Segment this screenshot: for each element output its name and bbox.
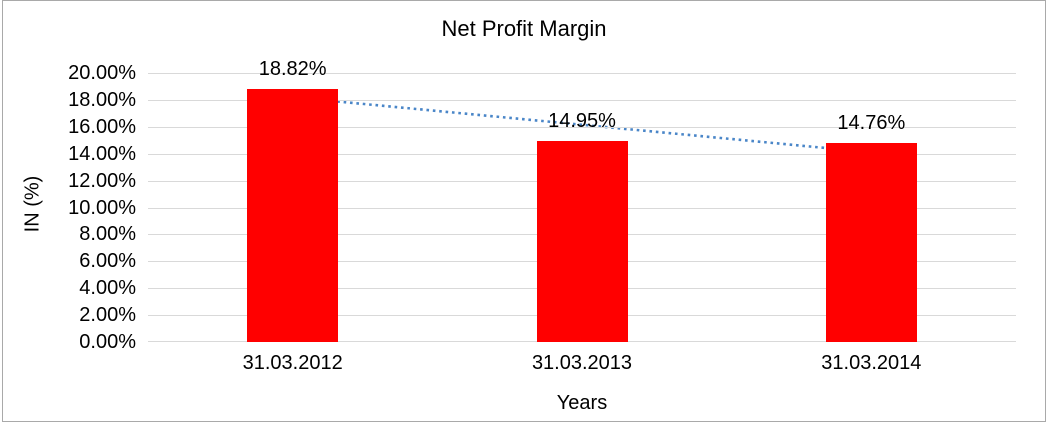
y-tick-label: 12.00% <box>68 169 136 192</box>
y-tick-label: 16.00% <box>68 115 136 138</box>
y-tick-label: 2.00% <box>79 304 136 327</box>
x-tick-label: 31.03.2013 <box>531 352 633 374</box>
bar-value-label: 14.76% <box>837 112 906 135</box>
gridline <box>148 126 1016 128</box>
net-profit-margin-chart: Net Profit Margin IN (%) 18.82% 14.95% 14.… <box>3 1 1045 421</box>
y-tick-label: 20.00% <box>68 62 136 84</box>
y-tick-label: 10.00% <box>68 196 136 219</box>
bar-value-label: 14.95% <box>548 109 616 132</box>
trendline <box>292 95 872 154</box>
bar <box>825 143 917 342</box>
bar-value-label: 18.82% <box>258 57 327 80</box>
bar <box>247 88 339 342</box>
y-tick-label: 0.00% <box>79 331 136 353</box>
trendline-svg <box>292 95 872 154</box>
y-tick-label: 4.00% <box>79 277 136 300</box>
y-tick-label: 8.00% <box>79 223 136 246</box>
y-tick-label: 18.00% <box>68 88 136 111</box>
chart-title: Net Profit Margin <box>441 16 607 41</box>
x-tick-label: 31.03.2012 <box>242 352 343 374</box>
gridline <box>148 99 1016 101</box>
y-tick-label: 6.00% <box>79 250 136 273</box>
bar <box>536 140 628 342</box>
x-tick-label: 31.03.2014 <box>821 352 922 374</box>
gridline <box>148 73 1016 74</box>
x-axis-title: Years <box>556 392 608 414</box>
plot-area: 18.82% 14.95% 14.76% <box>148 58 1016 342</box>
y-tick-label: 14.00% <box>68 142 136 165</box>
